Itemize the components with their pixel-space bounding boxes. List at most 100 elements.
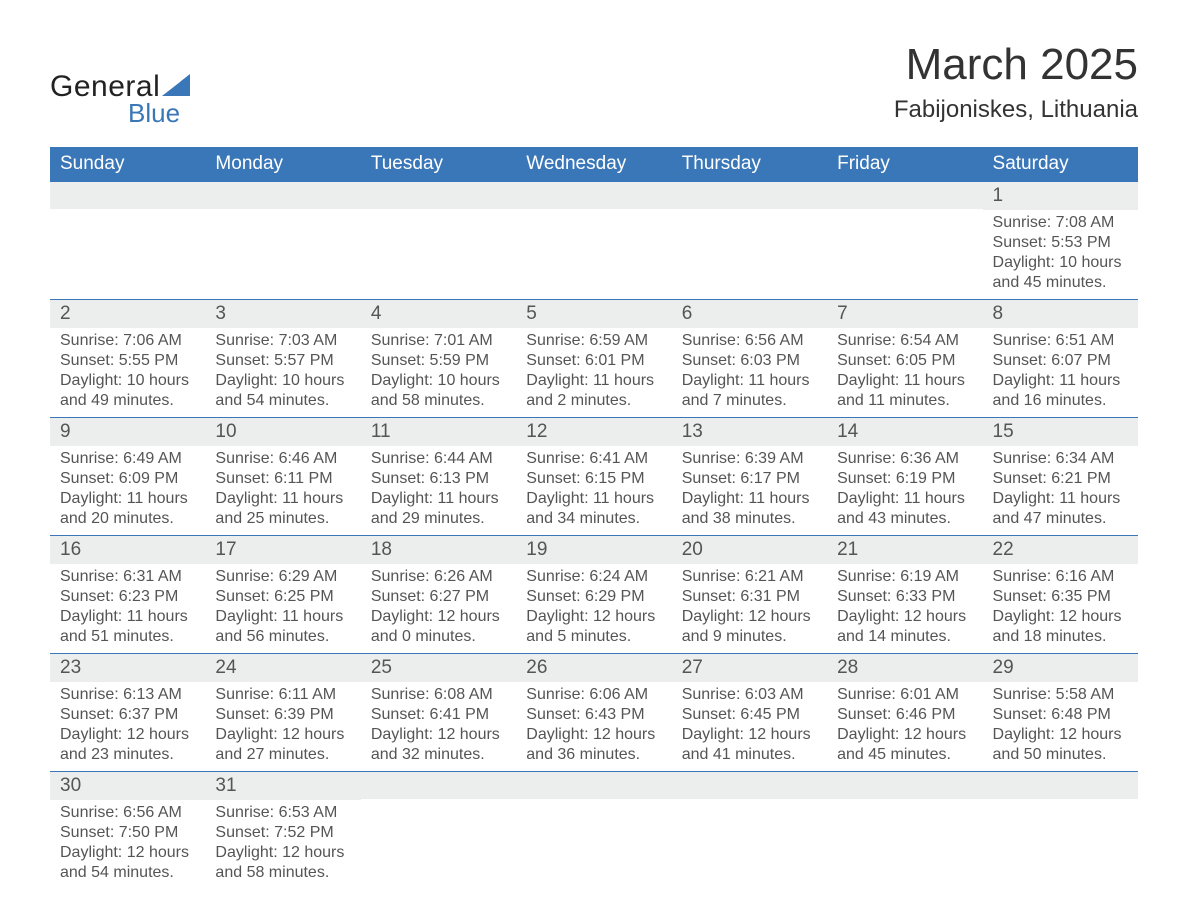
day-details [205,209,360,279]
day-details [361,799,516,869]
day-number [827,182,982,209]
page-title: March 2025 [894,40,1138,90]
day-detail-line: Sunset: 6:03 PM [682,351,817,371]
day-number [516,182,671,209]
day-detail-line: Sunrise: 6:06 AM [526,685,661,705]
day-detail-line: Sunrise: 6:08 AM [371,685,506,705]
day-number: 29 [983,654,1138,682]
day-detail-line: and 7 minutes. [682,391,817,411]
calendar-week-row: 30Sunrise: 6:56 AMSunset: 7:50 PMDayligh… [50,772,1138,890]
day-number: 12 [516,418,671,446]
calendar-day-cell: 1Sunrise: 7:08 AMSunset: 5:53 PMDaylight… [983,182,1138,300]
day-number: 8 [983,300,1138,328]
day-details: Sunrise: 7:01 AMSunset: 5:59 PMDaylight:… [361,328,516,417]
calendar-week-row: 16Sunrise: 6:31 AMSunset: 6:23 PMDayligh… [50,536,1138,654]
day-detail-line: and 0 minutes. [371,627,506,647]
day-details: Sunrise: 6:31 AMSunset: 6:23 PMDaylight:… [50,564,205,653]
day-number [672,772,827,799]
calendar-body: 1Sunrise: 7:08 AMSunset: 5:53 PMDaylight… [50,182,1138,890]
day-detail-line: and 34 minutes. [526,509,661,529]
day-detail-line: Sunrise: 6:56 AM [60,803,195,823]
day-number: 5 [516,300,671,328]
day-detail-line: Daylight: 12 hours [526,607,661,627]
day-detail-line: Daylight: 11 hours [60,489,195,509]
day-detail-line: Sunset: 6:29 PM [526,587,661,607]
day-number [672,182,827,209]
day-details: Sunrise: 7:08 AMSunset: 5:53 PMDaylight:… [983,210,1138,299]
day-details: Sunrise: 6:11 AMSunset: 6:39 PMDaylight:… [205,682,360,771]
calendar-day-cell: 27Sunrise: 6:03 AMSunset: 6:45 PMDayligh… [672,654,827,772]
calendar-day-cell: 11Sunrise: 6:44 AMSunset: 6:13 PMDayligh… [361,418,516,536]
day-number: 25 [361,654,516,682]
calendar-day-cell: 17Sunrise: 6:29 AMSunset: 6:25 PMDayligh… [205,536,360,654]
day-detail-line: Sunrise: 6:53 AM [215,803,350,823]
day-detail-line: Sunrise: 6:01 AM [837,685,972,705]
day-details: Sunrise: 6:06 AMSunset: 6:43 PMDaylight:… [516,682,671,771]
day-number: 14 [827,418,982,446]
day-number [50,182,205,209]
day-details: Sunrise: 6:54 AMSunset: 6:05 PMDaylight:… [827,328,982,417]
day-detail-line: Daylight: 12 hours [60,843,195,863]
day-detail-line: Sunset: 6:39 PM [215,705,350,725]
day-detail-line: and 5 minutes. [526,627,661,647]
day-detail-line: Sunrise: 6:34 AM [993,449,1128,469]
day-detail-line: Sunrise: 7:01 AM [371,331,506,351]
day-details: Sunrise: 6:46 AMSunset: 6:11 PMDaylight:… [205,446,360,535]
day-detail-line: and 41 minutes. [682,745,817,765]
day-details: Sunrise: 7:03 AMSunset: 5:57 PMDaylight:… [205,328,360,417]
calendar-week-row: 2Sunrise: 7:06 AMSunset: 5:55 PMDaylight… [50,300,1138,418]
day-details: Sunrise: 6:19 AMSunset: 6:33 PMDaylight:… [827,564,982,653]
day-details: Sunrise: 6:51 AMSunset: 6:07 PMDaylight:… [983,328,1138,417]
day-detail-line: Sunset: 6:41 PM [371,705,506,725]
calendar-day-cell: 28Sunrise: 6:01 AMSunset: 6:46 PMDayligh… [827,654,982,772]
day-details: Sunrise: 6:34 AMSunset: 6:21 PMDaylight:… [983,446,1138,535]
day-details: Sunrise: 6:56 AMSunset: 6:03 PMDaylight:… [672,328,827,417]
day-detail-line: Daylight: 12 hours [682,725,817,745]
day-detail-line: Daylight: 11 hours [526,489,661,509]
day-header: Wednesday [516,147,671,182]
day-detail-line: Daylight: 11 hours [215,607,350,627]
calendar-day-cell: 9Sunrise: 6:49 AMSunset: 6:09 PMDaylight… [50,418,205,536]
day-number: 18 [361,536,516,564]
calendar-day-cell [672,182,827,300]
sail-icon [162,74,190,101]
day-detail-line: and 54 minutes. [60,863,195,883]
header: General Blue March 2025 Fabijoniskes, Li… [50,40,1138,129]
calendar-day-cell: 6Sunrise: 6:56 AMSunset: 6:03 PMDaylight… [672,300,827,418]
day-number: 3 [205,300,360,328]
day-details [827,799,982,869]
day-detail-line: Daylight: 11 hours [993,371,1128,391]
day-detail-line: Daylight: 11 hours [837,489,972,509]
day-detail-line: Daylight: 12 hours [993,725,1128,745]
day-number: 26 [516,654,671,682]
day-number [516,772,671,799]
page-subtitle: Fabijoniskes, Lithuania [894,96,1138,124]
calendar-week-row: 9Sunrise: 6:49 AMSunset: 6:09 PMDaylight… [50,418,1138,536]
day-detail-line: and 43 minutes. [837,509,972,529]
day-details: Sunrise: 6:53 AMSunset: 7:52 PMDaylight:… [205,800,360,889]
day-details: Sunrise: 6:13 AMSunset: 6:37 PMDaylight:… [50,682,205,771]
day-detail-line: Daylight: 12 hours [993,607,1128,627]
day-detail-line: Sunset: 6:45 PM [682,705,817,725]
day-details: Sunrise: 6:08 AMSunset: 6:41 PMDaylight:… [361,682,516,771]
calendar-table: Sunday Monday Tuesday Wednesday Thursday… [50,147,1138,889]
day-detail-line: Sunrise: 6:13 AM [60,685,195,705]
calendar-day-cell: 20Sunrise: 6:21 AMSunset: 6:31 PMDayligh… [672,536,827,654]
day-detail-line: Daylight: 11 hours [682,371,817,391]
day-number: 4 [361,300,516,328]
day-details: Sunrise: 6:39 AMSunset: 6:17 PMDaylight:… [672,446,827,535]
day-detail-line: Sunset: 6:43 PM [526,705,661,725]
calendar-day-cell: 18Sunrise: 6:26 AMSunset: 6:27 PMDayligh… [361,536,516,654]
day-details: Sunrise: 5:58 AMSunset: 6:48 PMDaylight:… [983,682,1138,771]
day-number: 2 [50,300,205,328]
day-detail-line: Sunset: 6:27 PM [371,587,506,607]
day-header: Thursday [672,147,827,182]
day-number: 31 [205,772,360,800]
day-detail-line: Sunrise: 6:51 AM [993,331,1128,351]
day-details: Sunrise: 6:59 AMSunset: 6:01 PMDaylight:… [516,328,671,417]
day-detail-line: and 58 minutes. [215,863,350,883]
day-detail-line: Sunset: 6:13 PM [371,469,506,489]
day-detail-line: Daylight: 11 hours [215,489,350,509]
calendar-day-cell: 19Sunrise: 6:24 AMSunset: 6:29 PMDayligh… [516,536,671,654]
day-detail-line: Sunset: 6:25 PM [215,587,350,607]
